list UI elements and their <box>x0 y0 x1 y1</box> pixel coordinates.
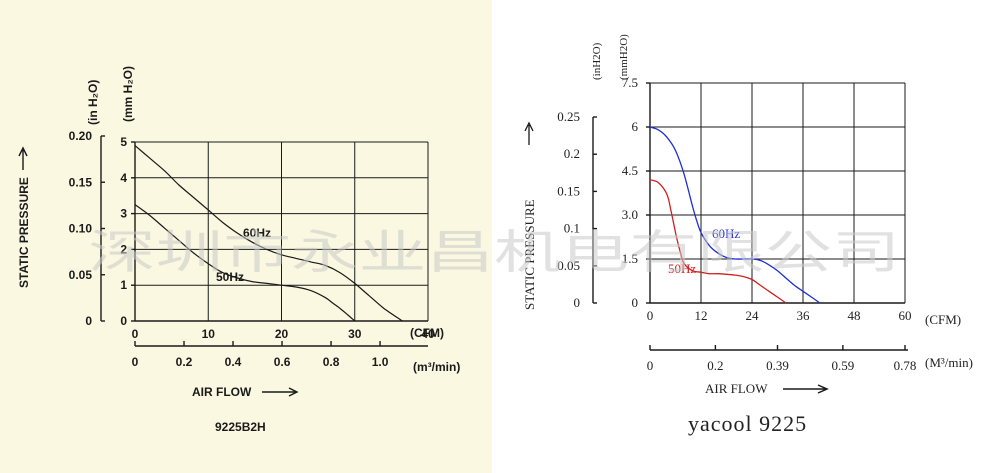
right-y-unit-mmh2o: (mmH2O) <box>618 34 630 80</box>
left-x-tick-cfm: 10 <box>202 327 216 341</box>
left-x-tick-cfm: 30 <box>348 327 362 341</box>
right-x-tick-cfm: 12 <box>695 308 708 323</box>
right-ticks: 0 1.5 3.0 4.5 6 7.5 0 0.05 0.1 0.15 0.2 0.25 0 12 24 36… <box>557 75 916 373</box>
right-series-label-60Hz: 60Hz <box>712 226 740 241</box>
left-x-tick-m3: 0.4 <box>225 355 242 369</box>
right-x-tick-m3: 0.59 <box>832 358 855 373</box>
left-y-tick-inh2o: 0 <box>85 314 92 328</box>
left-panel-background <box>0 0 492 473</box>
right-x-tick-m3: 0.2 <box>707 358 723 373</box>
right-x-tick-m3: 0.39 <box>766 358 789 373</box>
right-series-label-50Hz: 50Hz <box>668 261 696 276</box>
right-series-group: 60Hz 50Hz <box>649 126 821 304</box>
right-x-tick-cfm: 48 <box>848 308 861 323</box>
left-series-group: 60Hz 50Hz <box>134 145 403 322</box>
left-x-unit-m3: (m³/min) <box>413 360 460 374</box>
right-x-tick-cfm: 60 <box>899 308 912 323</box>
right-y-tick-inh2o: 0.15 <box>557 183 580 198</box>
left-y-tick-mmh2o: 1 <box>120 278 127 292</box>
left-y-axis-arrow <box>18 146 28 170</box>
left-y-tick-mmh2o: 0 <box>120 314 127 328</box>
right-y-tick-mmh2o: 4.5 <box>622 163 638 178</box>
right-x-tick-cfm: 24 <box>746 308 760 323</box>
left-y-unit-inh2o: (in H₂O) <box>86 80 100 125</box>
right-x-tick-cfm: 36 <box>797 308 811 323</box>
left-y-tick-mmh2o: 3 <box>120 207 127 221</box>
chart-right: 60Hz 50Hz 0 1.5 3.0 4.5 6 7.5 0 0.05 0.1 0.15 0.2 0.… <box>522 34 973 436</box>
left-y-tick-mmh2o: 2 <box>120 242 127 256</box>
left-series-line-50Hz <box>134 204 356 322</box>
left-y-tick-mmh2o: 4 <box>120 171 127 185</box>
right-x-axis-label: AIR FLOW <box>705 381 768 396</box>
right-y-tick-inh2o: 0.2 <box>564 146 580 161</box>
right-series-line-60Hz <box>649 126 821 304</box>
left-ticks: 0 1 2 3 4 5 0 0.05 0.10 0.15 0.20 0 10 20 30 40 0 0.2 0.4 0… <box>69 129 435 369</box>
right-y-tick-mmh2o: 6 <box>632 119 639 134</box>
left-y-unit-mmh2o: (mm H₂O) <box>121 66 135 122</box>
right-grid <box>649 82 906 304</box>
left-y-tick-inh2o: 0.15 <box>69 175 93 189</box>
right-y-tick-mmh2o: 3.0 <box>622 207 638 222</box>
right-x-axis-arrow <box>783 384 829 394</box>
right-y-axis-arrow <box>524 121 534 145</box>
left-x-tick-m3: 0 <box>132 355 139 369</box>
left-x-tick-cfm: 0 <box>132 327 139 341</box>
right-series-line-50Hz <box>649 179 787 304</box>
right-x-tick-cfm: 0 <box>647 308 654 323</box>
left-x-tick-m3: 1.0 <box>372 355 389 369</box>
right-y-tick-inh2o: 0 <box>574 295 581 310</box>
left-x-tick-cfm: 20 <box>275 327 289 341</box>
left-series-line-60Hz <box>134 145 403 322</box>
right-y-tick-mmh2o: 0 <box>632 295 639 310</box>
left-x-tick-m3: 0.6 <box>274 355 291 369</box>
left-y-tick-mmh2o: 5 <box>120 135 127 149</box>
left-y-tick-inh2o: 0.20 <box>69 129 93 143</box>
left-x-tick-m3: 0.8 <box>323 355 340 369</box>
right-y-tick-inh2o: 0.05 <box>557 258 580 273</box>
right-chart-title: yacool 9225 <box>688 411 807 436</box>
right-y-axis-label: STATIC PRESSURE <box>522 199 537 310</box>
watermark-text: 深圳市永业昌机电有限公司 <box>88 225 900 279</box>
right-x-unit-cfm: (CFM) <box>925 312 961 327</box>
left-x-axis-arrow <box>262 387 299 397</box>
left-x-tick-m3: 0.2 <box>176 355 193 369</box>
left-series-label-50Hz: 50Hz <box>216 270 244 284</box>
left-grid <box>134 141 429 322</box>
left-x-tick-cfm: 40 <box>421 327 435 341</box>
left-y-tick-inh2o: 0.05 <box>69 268 93 282</box>
right-x-tick-m3: 0 <box>647 358 654 373</box>
left-y-tick-inh2o: 0.10 <box>69 222 93 236</box>
left-y-axis-label: STATIC PRESSURE <box>17 177 31 288</box>
left-series-label-60Hz: 60Hz <box>243 226 271 240</box>
right-y-tick-mmh2o: 7.5 <box>622 75 638 90</box>
left-x-unit-cfm: (CFM) <box>410 326 444 340</box>
left-chart-title: 9225B2H <box>215 420 266 434</box>
right-y-unit-inh2o: (inH2O) <box>591 42 603 80</box>
left-x-axis-label: AIR FLOW <box>192 385 252 399</box>
right-y-tick-inh2o: 0.25 <box>557 109 580 124</box>
right-y-tick-mmh2o: 1.5 <box>622 251 638 266</box>
right-x-unit-m3: (M³/min) <box>925 355 973 370</box>
right-x-tick-m3: 0.78 <box>894 358 917 373</box>
right-y-tick-inh2o: 0.1 <box>564 221 580 236</box>
